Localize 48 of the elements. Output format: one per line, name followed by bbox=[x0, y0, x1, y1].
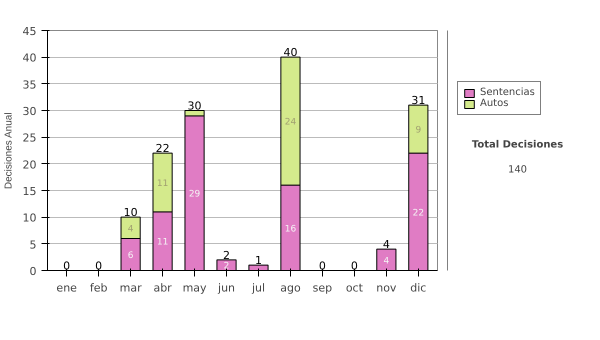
x-tick-label: abr bbox=[153, 282, 172, 294]
x-tick-label: mar bbox=[120, 282, 142, 294]
x-tick-label: oct bbox=[346, 282, 364, 294]
y-tick-label: 30 bbox=[22, 105, 37, 118]
data-label: 9 bbox=[415, 126, 422, 136]
y-tick-label: 10 bbox=[22, 212, 37, 225]
x-tick-label: feb bbox=[90, 282, 108, 294]
data-label: 22 bbox=[412, 208, 424, 218]
x-tick-label: ene bbox=[56, 282, 78, 294]
total-label: 22 bbox=[156, 142, 170, 156]
x-tick-label: sep bbox=[312, 282, 332, 294]
data-label: 4 bbox=[128, 224, 134, 234]
text: Total Decisiones bbox=[472, 140, 564, 150]
data-label: 2 bbox=[224, 262, 230, 272]
data-label: 24 bbox=[284, 118, 296, 128]
y-tick-label: 25 bbox=[22, 132, 37, 145]
total-label: 4 bbox=[382, 238, 390, 252]
total-label: 10 bbox=[124, 206, 138, 220]
total-label: 30 bbox=[188, 100, 202, 112]
y-tick-label: 0 bbox=[30, 265, 36, 278]
text: 140 bbox=[508, 164, 528, 176]
total-label: 0 bbox=[63, 260, 70, 272]
data-label: 29 bbox=[188, 190, 201, 200]
data-label: 4 bbox=[383, 256, 390, 266]
x-tick-label: ago bbox=[280, 282, 301, 294]
y-tick-label: 45 bbox=[22, 25, 37, 38]
total-label: 40 bbox=[283, 46, 298, 60]
total-label: 31 bbox=[411, 94, 426, 108]
total-label: 1 bbox=[254, 254, 262, 268]
legend-label: Autos bbox=[480, 98, 508, 109]
x-tick-label: may bbox=[182, 282, 208, 294]
data-label: 6 bbox=[128, 251, 134, 261]
x-tick-label: jul bbox=[250, 282, 266, 294]
x-tick-label: dic bbox=[410, 282, 426, 294]
data-label: 11 bbox=[156, 179, 168, 189]
data-label: 11 bbox=[156, 238, 168, 248]
x-tick-label: jun bbox=[217, 282, 236, 294]
legend-label: Sentencias bbox=[480, 87, 535, 98]
y-tick-label: 20 bbox=[22, 158, 37, 172]
data-label: 16 bbox=[284, 224, 296, 234]
x-tick-label: nov bbox=[376, 282, 397, 294]
y-tick-label: 40 bbox=[22, 52, 37, 65]
total-label: 0 bbox=[95, 260, 102, 272]
y-axis-title: Decisiones Anual bbox=[4, 112, 15, 190]
y-tick-label: 35 bbox=[22, 78, 37, 92]
total-label: 2 bbox=[223, 248, 230, 262]
y-tick-label: 15 bbox=[22, 185, 37, 198]
y-tick-label: 5 bbox=[30, 238, 36, 252]
